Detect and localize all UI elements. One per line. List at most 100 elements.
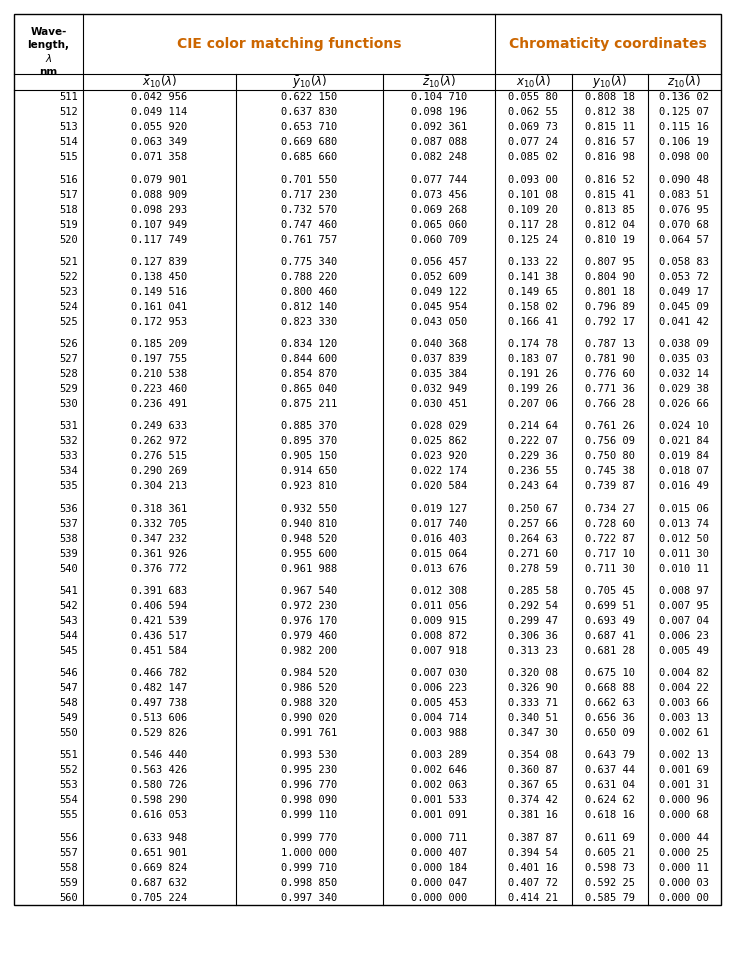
Text: 0.013 74: 0.013 74 [659,519,709,529]
Text: 0.787 13: 0.787 13 [585,339,635,350]
Text: 0.117 28: 0.117 28 [509,220,559,229]
Text: 0.069 73: 0.069 73 [509,122,559,133]
Text: 0.214 64: 0.214 64 [509,421,559,432]
Text: 0.988 320: 0.988 320 [282,698,337,708]
Text: 0.037 839: 0.037 839 [411,354,467,364]
Text: 539: 539 [60,548,78,559]
Text: 0.264 63: 0.264 63 [509,534,559,543]
Text: 0.161 041: 0.161 041 [132,302,187,312]
Text: 0.816 52: 0.816 52 [585,175,635,184]
Text: 0.197 755: 0.197 755 [132,354,187,364]
Text: 0.497 738: 0.497 738 [132,698,187,708]
Text: 0.010 11: 0.010 11 [659,563,709,574]
Text: 0.087 088: 0.087 088 [411,138,467,147]
Text: 0.815 41: 0.815 41 [585,190,635,200]
Text: 0.391 683: 0.391 683 [132,586,187,596]
Text: 0.278 59: 0.278 59 [509,563,559,574]
Text: $\bar{x}_{10}(\lambda)$: $\bar{x}_{10}(\lambda)$ [142,74,177,90]
Text: 532: 532 [60,436,78,446]
Text: 0.986 520: 0.986 520 [282,683,337,693]
Text: 0.062 55: 0.062 55 [509,107,559,117]
Text: 0.125 07: 0.125 07 [659,107,709,117]
Text: 0.035 03: 0.035 03 [659,354,709,364]
Text: 0.003 289: 0.003 289 [411,751,467,760]
Text: 0.000 711: 0.000 711 [411,833,467,842]
Text: 520: 520 [60,235,78,244]
Text: 0.482 147: 0.482 147 [132,683,187,693]
Text: 0.972 230: 0.972 230 [282,601,337,611]
Text: $z_{10}(\lambda)$: $z_{10}(\lambda)$ [667,74,702,90]
Text: 0.675 10: 0.675 10 [585,668,635,678]
Text: 0.055 80: 0.055 80 [509,93,559,102]
Text: 0.106 19: 0.106 19 [659,138,709,147]
Text: 0.421 539: 0.421 539 [132,616,187,626]
Text: 548: 548 [60,698,78,708]
Text: 0.347 232: 0.347 232 [132,534,187,543]
Text: 0.053 72: 0.053 72 [659,272,709,282]
Text: 0.222 07: 0.222 07 [509,436,559,446]
Text: 0.008 97: 0.008 97 [659,586,709,596]
Text: 0.049 114: 0.049 114 [132,107,187,117]
Text: 0.999 770: 0.999 770 [282,833,337,842]
Text: 0.747 460: 0.747 460 [282,220,337,229]
Text: 0.326 90: 0.326 90 [509,683,559,693]
Text: 0.007 030: 0.007 030 [411,668,467,678]
Text: 0.079 901: 0.079 901 [132,175,187,184]
Text: 0.041 42: 0.041 42 [659,317,709,327]
Text: 0.021 84: 0.021 84 [659,436,709,446]
Text: 0.643 79: 0.643 79 [585,751,635,760]
Text: 0.374 42: 0.374 42 [509,796,559,805]
Text: 0.466 782: 0.466 782 [132,668,187,678]
Text: 0.804 90: 0.804 90 [585,272,635,282]
Text: 0.381 16: 0.381 16 [509,810,559,820]
Text: 0.285 58: 0.285 58 [509,586,559,596]
Text: 0.650 09: 0.650 09 [585,728,635,738]
Text: 0.004 714: 0.004 714 [411,713,467,723]
Text: 0.580 726: 0.580 726 [132,780,187,791]
Text: 547: 547 [60,683,78,693]
Text: 0.705 45: 0.705 45 [585,586,635,596]
Text: 0.816 98: 0.816 98 [585,152,635,162]
Text: 0.191 26: 0.191 26 [509,370,559,379]
Text: 514: 514 [60,138,78,147]
Text: 0.003 988: 0.003 988 [411,728,467,738]
Text: 0.000 00: 0.000 00 [659,893,709,902]
Text: 0.008 872: 0.008 872 [411,631,467,641]
Text: 0.063 349: 0.063 349 [132,138,187,147]
Text: 0.000 96: 0.000 96 [659,796,709,805]
Text: 519: 519 [60,220,78,229]
Text: Chromaticity coordinates: Chromaticity coordinates [509,37,707,51]
Text: 0.732 570: 0.732 570 [282,204,337,215]
Text: 0.705 224: 0.705 224 [132,893,187,902]
Text: 0.000 44: 0.000 44 [659,833,709,842]
Text: 0.320 08: 0.320 08 [509,668,559,678]
Text: 0.340 51: 0.340 51 [509,713,559,723]
Text: 517: 517 [60,190,78,200]
Text: 0.605 21: 0.605 21 [585,848,635,858]
Text: 0.082 248: 0.082 248 [411,152,467,162]
Text: 0.092 361: 0.092 361 [411,122,467,133]
Text: 0.158 02: 0.158 02 [509,302,559,312]
Text: 0.734 27: 0.734 27 [585,503,635,514]
Text: 0.681 28: 0.681 28 [585,646,635,656]
Text: 0.000 11: 0.000 11 [659,862,709,873]
Text: 0.029 38: 0.029 38 [659,384,709,394]
Text: 0.999 110: 0.999 110 [282,810,337,820]
Text: 0.914 650: 0.914 650 [282,466,337,477]
Text: 0.546 440: 0.546 440 [132,751,187,760]
Text: 0.711 30: 0.711 30 [585,563,635,574]
Text: 515: 515 [60,152,78,162]
Text: 0.133 22: 0.133 22 [509,257,559,267]
Text: 0.932 550: 0.932 550 [282,503,337,514]
Text: 0.761 26: 0.761 26 [585,421,635,432]
Text: 0.064 57: 0.064 57 [659,235,709,244]
Text: 0.998 850: 0.998 850 [282,878,337,887]
Text: 0.361 926: 0.361 926 [132,548,187,559]
Text: 0.229 36: 0.229 36 [509,452,559,461]
Text: 0.290 269: 0.290 269 [132,466,187,477]
Text: $\bar{z}_{10}(\lambda)$: $\bar{z}_{10}(\lambda)$ [422,74,456,90]
Text: 0.800 460: 0.800 460 [282,286,337,297]
Text: 0.347 30: 0.347 30 [509,728,559,738]
Text: 0.073 456: 0.073 456 [411,190,467,200]
Text: 0.172 953: 0.172 953 [132,317,187,327]
